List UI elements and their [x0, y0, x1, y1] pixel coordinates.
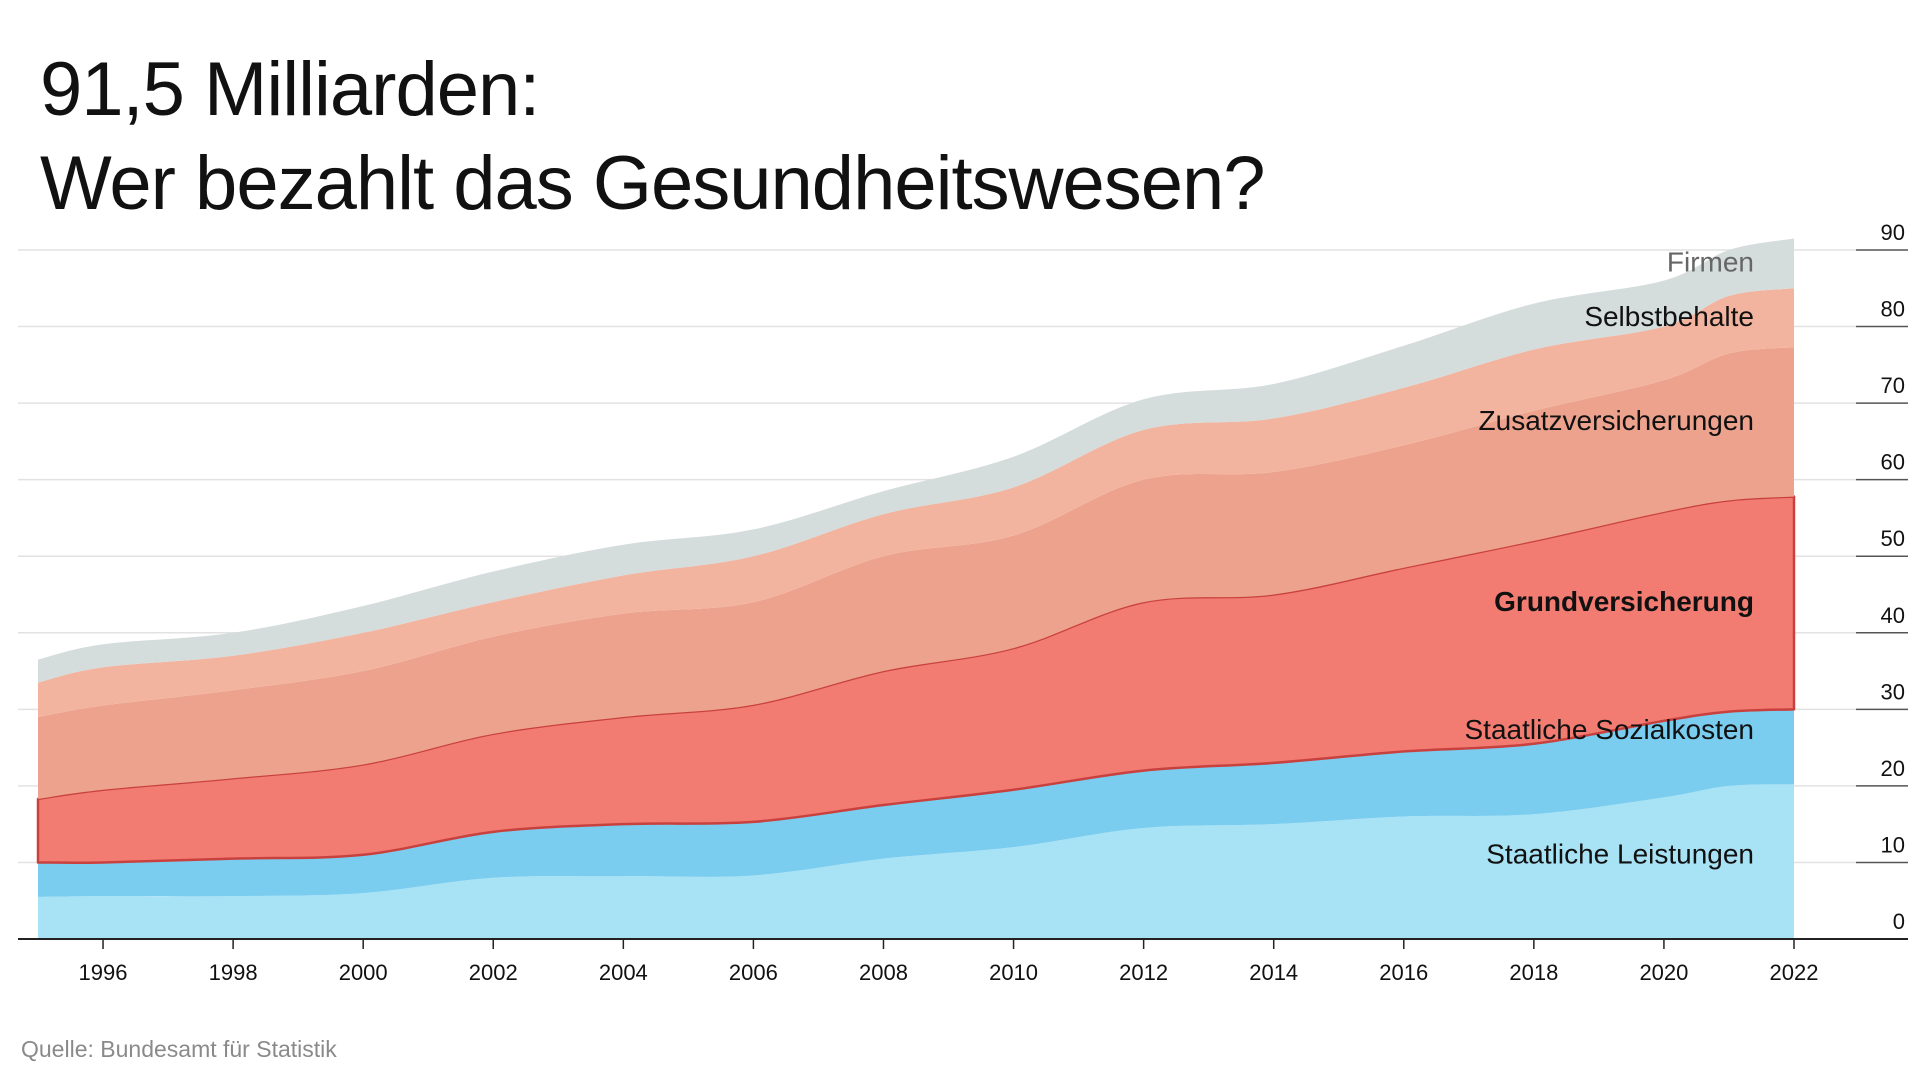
x-tick-label: 2006 [729, 960, 778, 985]
y-tick-label: 40 [1881, 603, 1905, 628]
area-grundversicherung [36, 495, 1796, 864]
series-label: Selbstbehalte [1584, 301, 1754, 332]
y-tick-label: 30 [1881, 679, 1905, 704]
x-tick-label: 2014 [1249, 960, 1298, 985]
area-firmen [38, 238, 1794, 683]
area-selbstbehalte [38, 288, 1794, 717]
x-tick-label: 1998 [209, 960, 258, 985]
series-label: Zusatzversicherungen [1479, 405, 1754, 436]
x-tick-label: 2000 [339, 960, 388, 985]
x-tick-label: 2012 [1119, 960, 1168, 985]
x-tick-label: 2002 [469, 960, 518, 985]
x-tick-label: 2020 [1639, 960, 1688, 985]
x-tick-label: 2022 [1770, 960, 1819, 985]
y-tick-label: 60 [1881, 450, 1905, 475]
x-tick-label: 2010 [989, 960, 1038, 985]
y-tick-label: 70 [1881, 373, 1905, 398]
chart-title: 91,5 Milliarden: [40, 47, 540, 132]
x-tick-label: 2016 [1379, 960, 1428, 985]
chart-subtitle: Wer bezahlt das Gesundheitswesen? [40, 141, 1266, 226]
area-staatliche-leistungen [38, 784, 1794, 939]
area-zusatzversicherungen [38, 347, 1794, 799]
y-tick-label: 20 [1881, 756, 1905, 781]
x-tick-label: 2004 [599, 960, 648, 985]
y-tick-label: 90 [1881, 220, 1905, 245]
y-tick-label: 0 [1893, 909, 1905, 934]
x-tick-label: 1996 [79, 960, 128, 985]
y-tick-label: 50 [1881, 526, 1905, 551]
series-label: Firmen [1667, 246, 1754, 277]
x-tick-label: 2008 [859, 960, 908, 985]
series-label: Staatliche Sozialkosten [1464, 714, 1754, 745]
x-tick-label: 2018 [1509, 960, 1558, 985]
series-label: Grundversicherung [1494, 586, 1754, 617]
y-tick-label: 10 [1881, 832, 1905, 857]
series-label: Staatliche Leistungen [1486, 839, 1754, 870]
y-tick-label: 80 [1881, 297, 1905, 322]
source-note: Quelle: Bundesamt für Statistik [21, 1036, 337, 1062]
